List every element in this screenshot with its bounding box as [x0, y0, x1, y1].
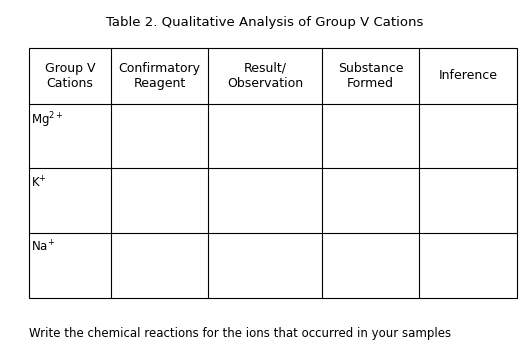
Text: Inference: Inference [438, 69, 498, 82]
Text: Na$^{+}$: Na$^{+}$ [31, 240, 55, 255]
Text: K$^{+}$: K$^{+}$ [31, 175, 47, 190]
Text: Mg$^{2+}$: Mg$^{2+}$ [31, 110, 64, 130]
Text: Group V
Cations: Group V Cations [45, 62, 95, 90]
Text: Table 2. Qualitative Analysis of Group V Cations: Table 2. Qualitative Analysis of Group V… [107, 16, 423, 29]
Text: Result/
Observation: Result/ Observation [227, 62, 303, 90]
Text: Write the chemical reactions for the ions that occurred in your samples: Write the chemical reactions for the ion… [29, 327, 451, 340]
Text: Confirmatory
Reagent: Confirmatory Reagent [119, 62, 201, 90]
Text: Substance
Formed: Substance Formed [338, 62, 403, 90]
